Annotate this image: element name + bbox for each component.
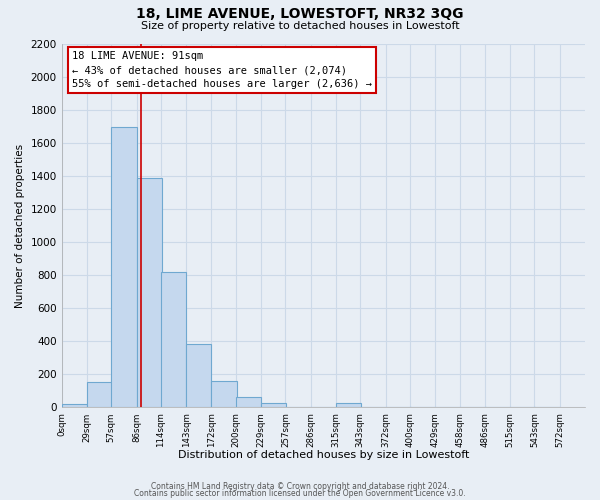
X-axis label: Distribution of detached houses by size in Lowestoft: Distribution of detached houses by size … xyxy=(178,450,469,460)
Bar xyxy=(87,382,112,407)
Bar xyxy=(137,178,162,408)
Text: Contains public sector information licensed under the Open Government Licence v3: Contains public sector information licen… xyxy=(134,490,466,498)
Y-axis label: Number of detached properties: Number of detached properties xyxy=(15,144,25,308)
Text: 18, LIME AVENUE, LOWESTOFT, NR32 3QG: 18, LIME AVENUE, LOWESTOFT, NR32 3QG xyxy=(136,8,464,22)
Bar xyxy=(186,344,211,408)
Bar xyxy=(261,402,286,407)
Bar xyxy=(112,126,137,408)
Bar xyxy=(161,272,186,407)
Bar xyxy=(211,381,236,407)
Text: 18 LIME AVENUE: 91sqm
← 43% of detached houses are smaller (2,074)
55% of semi-d: 18 LIME AVENUE: 91sqm ← 43% of detached … xyxy=(72,52,372,90)
Text: Contains HM Land Registry data © Crown copyright and database right 2024.: Contains HM Land Registry data © Crown c… xyxy=(151,482,449,491)
Bar xyxy=(236,396,261,407)
Text: Size of property relative to detached houses in Lowestoft: Size of property relative to detached ho… xyxy=(140,21,460,31)
Bar xyxy=(62,404,87,407)
Bar xyxy=(336,404,361,407)
